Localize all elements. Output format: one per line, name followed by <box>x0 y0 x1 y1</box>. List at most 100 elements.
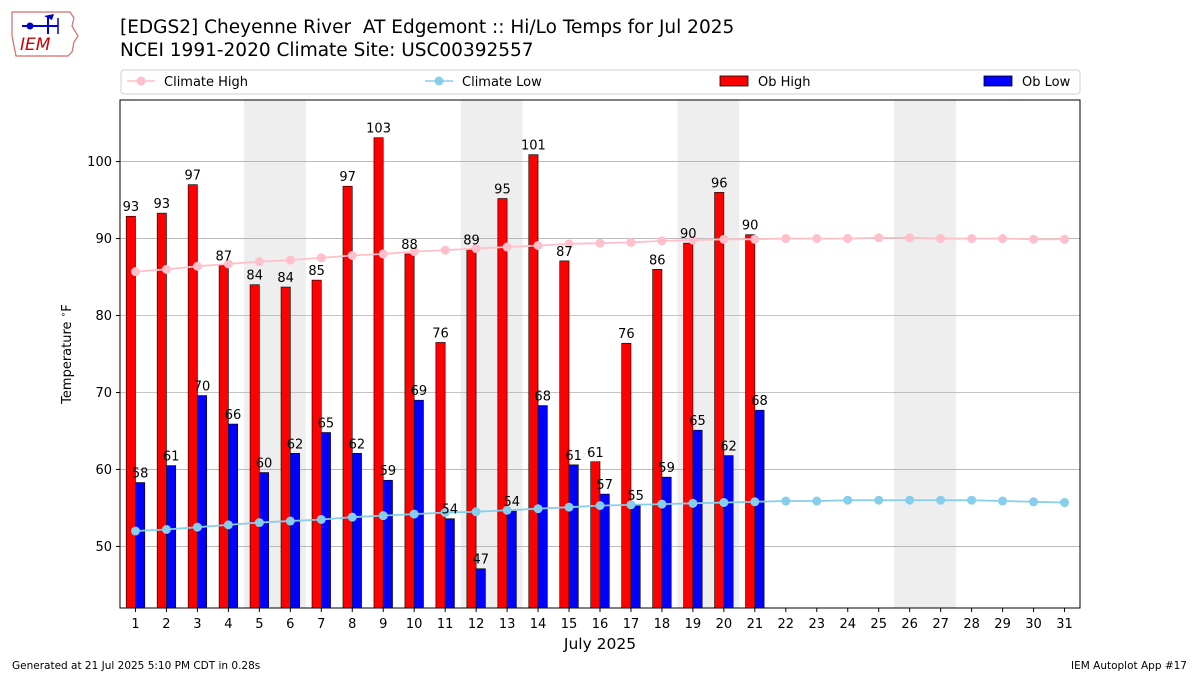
ob-low-bar-5 <box>259 472 269 609</box>
ob-high-bar-9 <box>373 137 384 609</box>
climate-high-point-27 <box>936 234 946 244</box>
x-tick-label-20: 20 <box>716 617 733 632</box>
climate-high-point-10 <box>409 247 419 257</box>
climate-lines <box>130 233 1070 536</box>
climate-high-point-7 <box>316 253 326 263</box>
ob-high-label-3: 97 <box>185 169 202 184</box>
ob-low-bar-19 <box>692 429 703 609</box>
climate-low-point-1 <box>130 526 140 536</box>
ob-high-bar-15 <box>559 260 570 609</box>
climate-high-point-3 <box>192 261 202 271</box>
climate-high-point-5 <box>254 257 264 267</box>
climate-low-point-23 <box>812 496 822 506</box>
climate-low-point-29 <box>998 496 1008 506</box>
ob-high-label-4: 87 <box>215 249 232 264</box>
ob-high-bar-13 <box>497 198 508 609</box>
ob-high-label-6: 84 <box>277 271 294 286</box>
climate-low-point-12 <box>471 507 481 517</box>
ob-high-bar-8 <box>342 185 353 609</box>
ob-high-label-14: 101 <box>521 139 546 154</box>
legend-climate-low-marker <box>434 76 444 86</box>
x-tick-label-11: 11 <box>437 617 454 632</box>
climate-low-point-3 <box>192 522 202 532</box>
climate-high-point-23 <box>812 234 822 244</box>
ob-low-bar-21 <box>754 409 765 609</box>
ob-high-label-16: 61 <box>587 446 604 461</box>
ob-high-bar-3 <box>187 184 198 609</box>
ob-low-label-6: 62 <box>287 437 304 452</box>
climate-high-point-28 <box>967 234 977 244</box>
y-axis: 50 60 70 80 90 100 <box>87 155 120 555</box>
climate-high-point-9 <box>378 249 388 259</box>
ob-high-label-8: 97 <box>339 170 356 185</box>
climate-low-point-30 <box>1029 497 1039 507</box>
climate-low-point-10 <box>409 509 419 519</box>
x-tick-label-8: 8 <box>348 617 356 632</box>
ob-low-label-16: 57 <box>596 478 613 493</box>
x-axis-label: July 2025 <box>563 635 636 653</box>
x-tick-label-24: 24 <box>839 617 856 632</box>
climate-high-point-24 <box>843 234 853 244</box>
x-tick-label-13: 13 <box>499 617 516 632</box>
climate-high-point-2 <box>161 264 171 274</box>
climate-low-point-22 <box>781 496 791 506</box>
x-tick-label-25: 25 <box>870 617 887 632</box>
ob-high-label-21: 90 <box>742 219 759 234</box>
ob-low-bar-11 <box>444 518 455 609</box>
climate-high-point-21 <box>750 234 760 244</box>
climate-low-point-2 <box>161 524 171 534</box>
iem-logo: IEM <box>8 6 82 58</box>
climate-low-point-27 <box>936 495 946 505</box>
climate-low-point-20 <box>719 498 729 508</box>
ob-high-label-13: 95 <box>494 183 511 198</box>
ob-low-label-2: 61 <box>163 450 180 465</box>
bar-value-labels: 93 93 97 87 84 84 85 97 103 88 76 89 95 101 87 61 76 86 90… <box>123 122 768 568</box>
climate-low-point-15 <box>564 502 574 512</box>
x-tick-label-29: 29 <box>994 617 1011 632</box>
weekend-shade-3 <box>894 100 957 608</box>
ob-high-bar-17 <box>621 342 632 609</box>
ob-high-bar-11 <box>435 342 446 609</box>
ob-low-label-15: 61 <box>565 449 582 464</box>
x-tick-label-6: 6 <box>286 617 294 632</box>
climate-low-point-14 <box>533 504 543 514</box>
x-tick-label-1: 1 <box>131 617 139 632</box>
ob-low-bar-3 <box>197 395 208 609</box>
climate-high-point-22 <box>781 234 791 244</box>
ob-low-bar-4 <box>228 423 238 609</box>
ob-low-bar-15 <box>568 464 579 609</box>
x-tick-label-23: 23 <box>809 617 826 632</box>
climate-high-point-29 <box>998 234 1008 244</box>
climate-high-point-30 <box>1029 234 1039 244</box>
bars <box>125 137 765 609</box>
climate-low-point-13 <box>502 505 512 515</box>
x-tick-label-31: 31 <box>1056 617 1073 632</box>
climate-high-point-20 <box>719 234 729 244</box>
climate-low-point-11 <box>440 508 450 518</box>
y-tick-label-90: 90 <box>95 232 112 247</box>
ob-low-label-17: 55 <box>627 489 644 504</box>
x-axis: 1 2 3 4 5 6 7 8 9 10 11 12 13 14 15 16 17 18 19 20 21 22 23 24 2… <box>131 608 1073 632</box>
x-tick-label-21: 21 <box>747 617 764 632</box>
climate-low-point-17 <box>626 500 636 510</box>
legend-ob-low-swatch <box>983 75 1013 87</box>
ob-high-label-18: 86 <box>649 253 666 268</box>
ob-high-label-9: 103 <box>366 122 391 137</box>
ob-low-label-8: 62 <box>349 437 366 452</box>
x-tick-label-7: 7 <box>317 617 325 632</box>
ob-low-bar-1 <box>135 482 146 609</box>
ob-high-bar-10 <box>404 253 415 609</box>
climate-low-point-16 <box>595 501 605 511</box>
x-tick-label-4: 4 <box>224 617 232 632</box>
ob-low-label-10: 69 <box>411 384 428 399</box>
climate-high-point-31 <box>1060 234 1070 244</box>
climate-low-point-25 <box>874 495 884 505</box>
x-tick-label-2: 2 <box>162 617 170 632</box>
y-axis-label: Temperature ∘F <box>59 304 75 405</box>
climate-low-point-7 <box>316 514 326 524</box>
climate-low-point-19 <box>688 498 698 508</box>
ob-low-bar-10 <box>413 399 424 609</box>
y-tick-label-60: 60 <box>95 463 112 478</box>
climate-high-point-16 <box>595 238 605 248</box>
ob-low-label-5: 60 <box>256 457 273 472</box>
